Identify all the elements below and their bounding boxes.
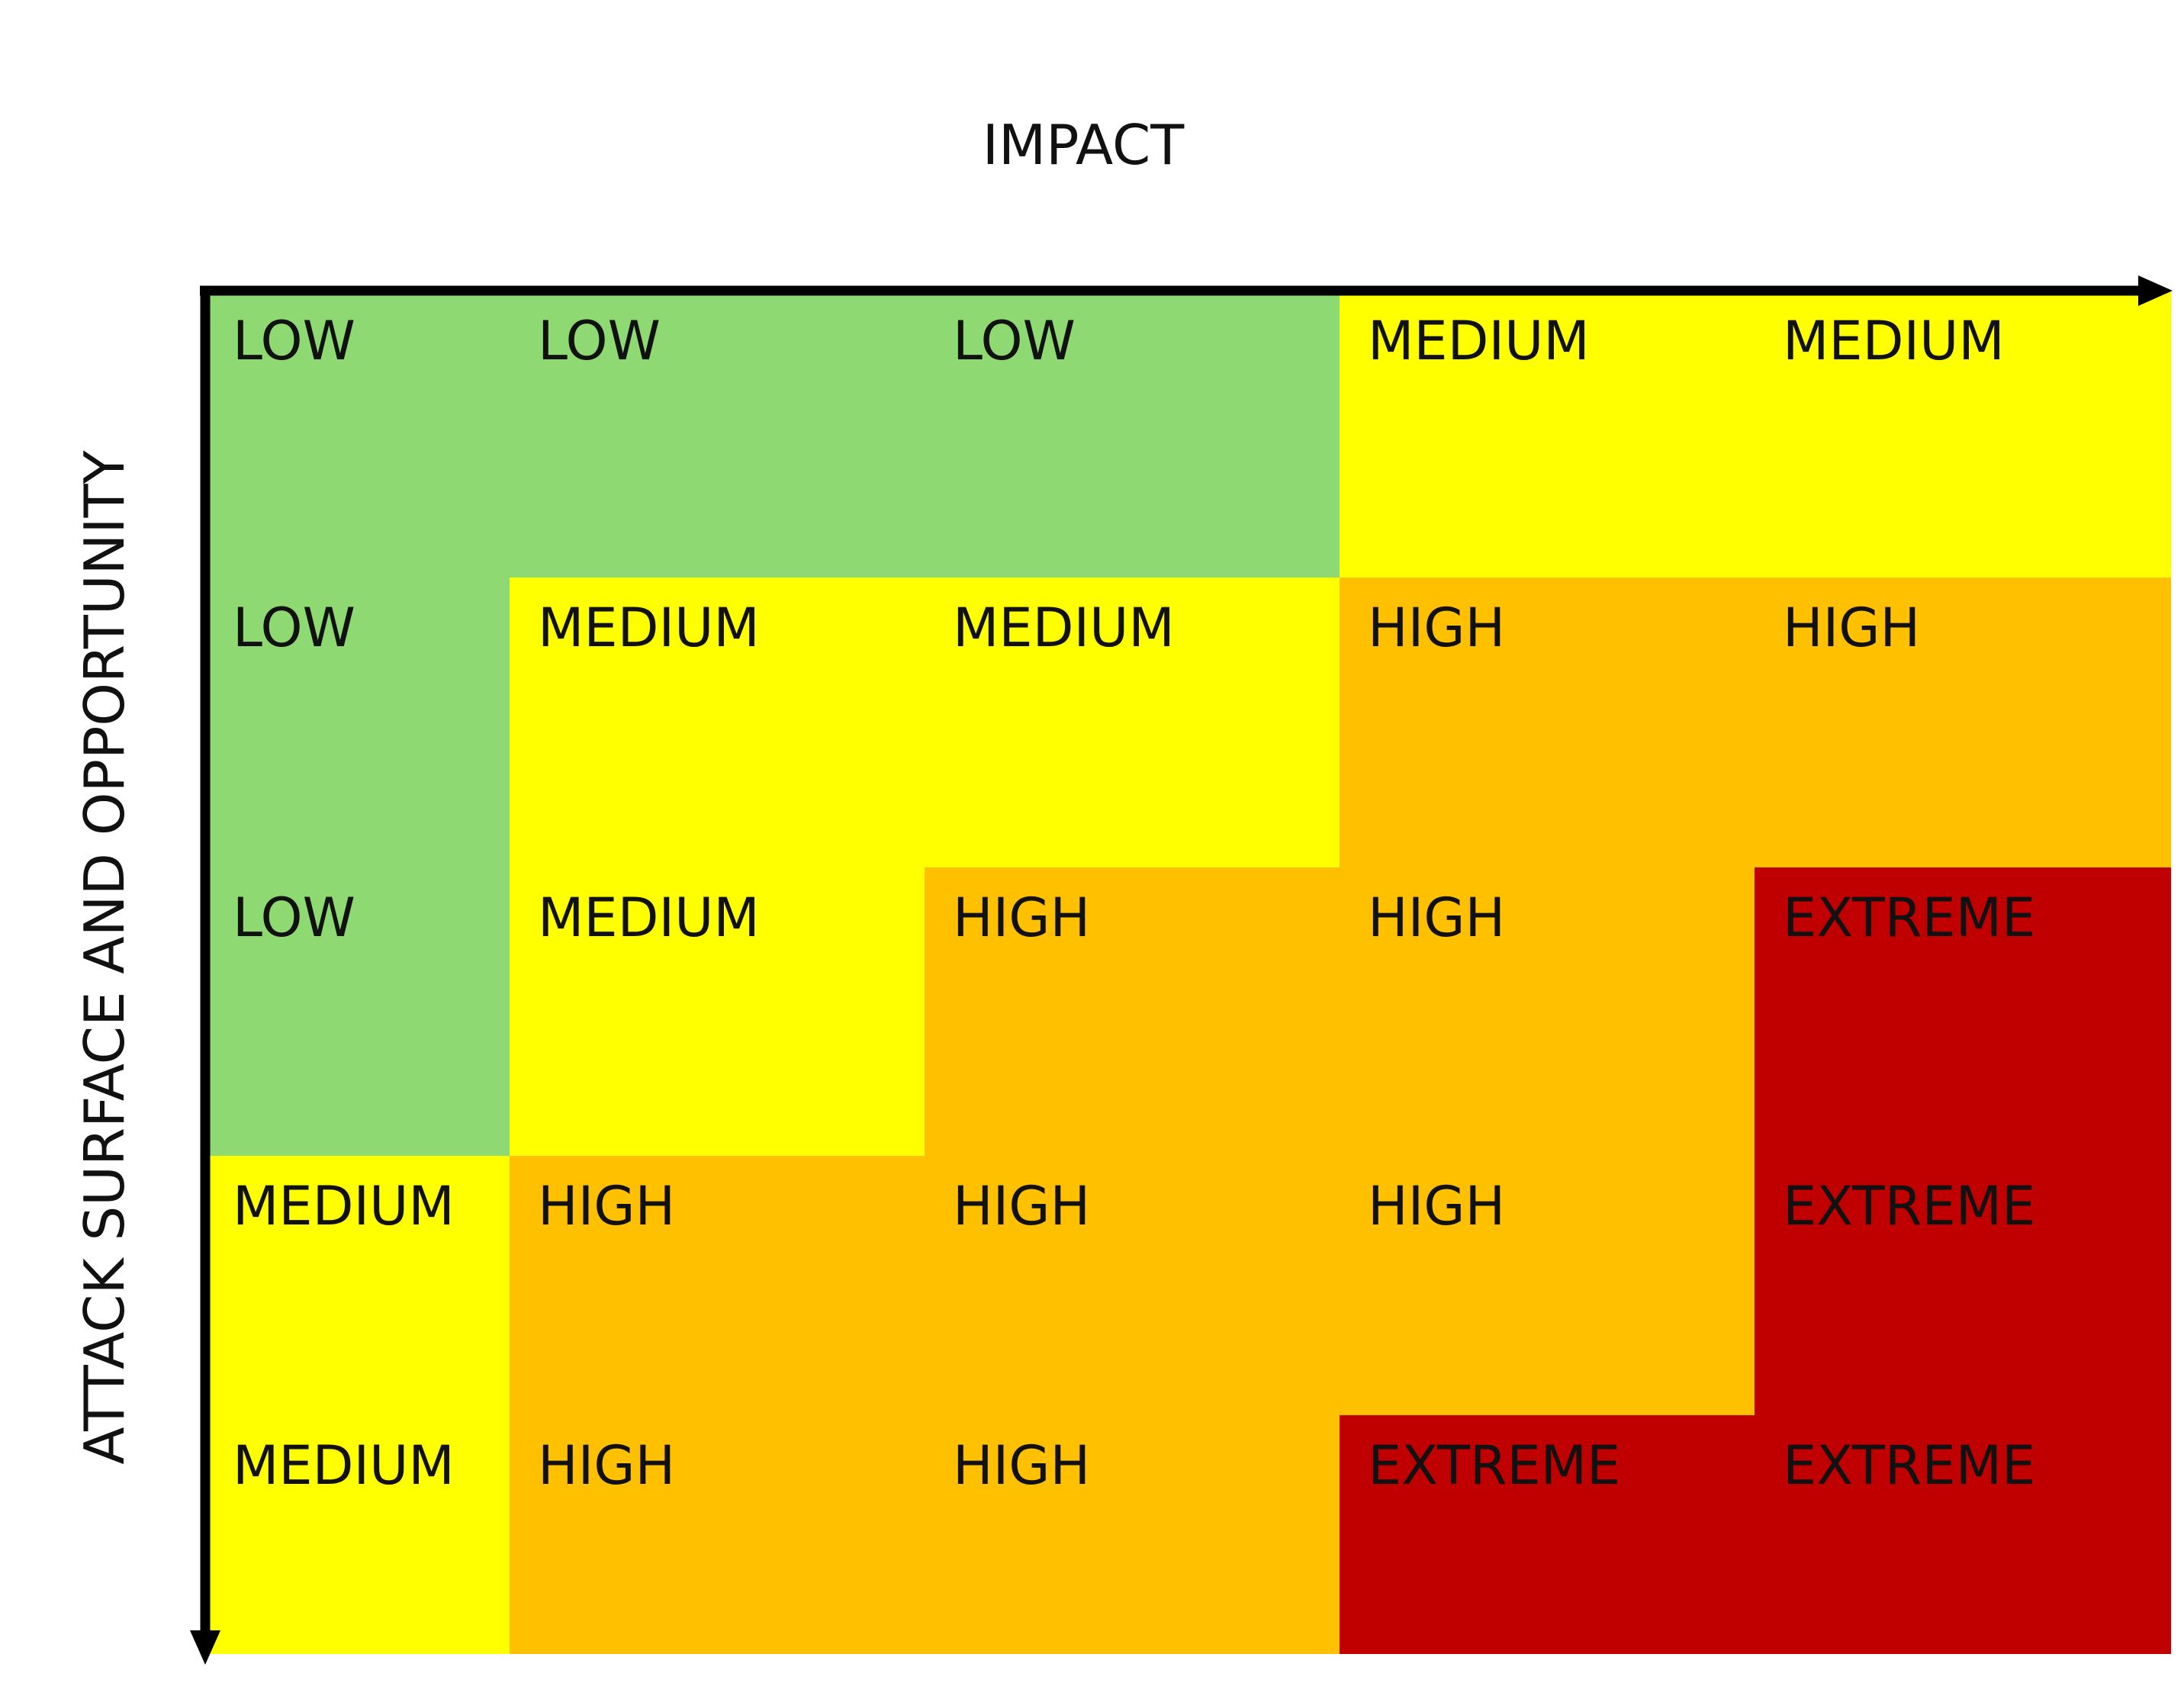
matrix-cell-r1-c4 [1340,291,1755,578]
matrix-cell-r2-c5 [1755,578,2171,868]
matrix-cell-r4-c3 [925,1156,1340,1416]
matrix-cell-r5-c2 [510,1415,925,1654]
cell-label-r5-c5: EXTREME [1783,1434,2035,1497]
matrix-cell-r1-c2 [510,291,925,578]
cell-label-r4-c4: HIGH [1368,1175,1505,1237]
cell-label-r1-c2: LOW [538,310,661,372]
matrix-cell-r4-c5 [1755,1156,2171,1416]
cell-label-r2-c2: MEDIUM [538,597,760,659]
cell-label-r1-c4: MEDIUM [1368,310,1590,372]
matrix-cell-r3-c1 [205,867,510,1157]
matrix-cell-r1-c3 [925,291,1340,578]
matrix-cell-r2-c3 [925,578,1340,868]
cell-label-r3-c4: HIGH [1368,887,1505,949]
cell-label-r2-c4: HIGH [1368,597,1505,659]
x-axis-arrowhead [2138,275,2173,306]
matrix-labels: LOW LOW LOW MEDIUM MEDIUM LOW MEDIUM MEDIUM HIGH… [233,310,2035,1497]
y-axis [190,286,220,1665]
matrix-cell-r5-c3 [925,1415,1340,1654]
matrix-cell-r1-c1 [205,291,510,578]
cell-label-r3-c1: LOW [233,887,355,949]
cell-label-r3-c5: EXTREME [1783,887,2035,949]
cell-label-r2-c3: MEDIUM [953,597,1175,659]
cell-label-r1-c3: LOW [953,310,1076,372]
matrix-cell-r5-c1 [205,1415,510,1654]
cell-label-r2-c1: LOW [233,597,355,659]
matrix-cell-r4-c1 [205,1156,510,1416]
matrix-cells [205,291,2171,1654]
cell-label-r5-c3: HIGH [953,1434,1090,1497]
matrix-cell-r4-c2 [510,1156,925,1416]
cell-label-r4-c2: HIGH [538,1175,675,1237]
matrix-cell-r4-c4 [1340,1156,1755,1416]
x-axis [200,275,2173,306]
matrix-cell-r2-c1 [205,578,510,868]
matrix-cell-r3-c2 [510,867,925,1157]
x-axis-title: IMPACT [983,113,1185,177]
y-axis-title: ATTACK SURFACE AND OPPORTUNITY [72,449,137,1464]
matrix-cell-r2-c4 [1340,578,1755,868]
cell-label-r3-c3: HIGH [953,887,1090,949]
matrix-cell-r5-c4 [1340,1415,1755,1654]
cell-label-r3-c2: MEDIUM [538,887,760,949]
cell-label-r5-c4: EXTREME [1368,1434,1620,1497]
cell-label-r4-c3: HIGH [953,1175,1090,1237]
cell-label-r5-c1: MEDIUM [233,1434,455,1497]
matrix-cell-r1-c5 [1755,291,2171,578]
cell-label-r2-c5: HIGH [1783,597,1920,659]
cell-label-r4-c5: EXTREME [1783,1175,2035,1237]
matrix-cell-r2-c2 [510,578,925,868]
cell-label-r4-c1: MEDIUM [233,1175,455,1237]
matrix-cell-r5-c5 [1755,1415,2171,1654]
y-axis-arrowhead [190,1630,220,1665]
cell-label-r5-c2: HIGH [538,1434,675,1497]
cell-label-r1-c5: MEDIUM [1783,310,2005,372]
matrix-cell-r3-c5 [1755,867,2171,1157]
matrix-cell-r3-c3 [925,867,1340,1157]
cell-label-r1-c1: LOW [233,310,355,372]
matrix-cell-r3-c4 [1340,867,1755,1157]
